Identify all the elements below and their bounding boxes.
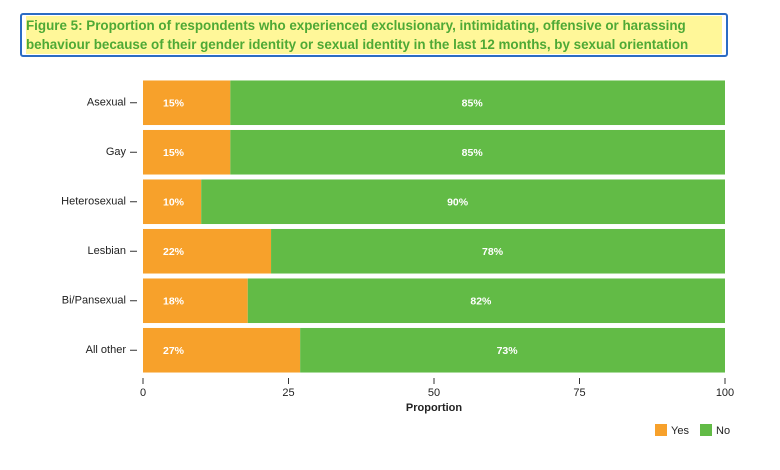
bar-segment (271, 228, 725, 274)
y-tick-label: Asexual (87, 97, 126, 109)
value-label: 90% (447, 197, 469, 209)
y-tick-label: Gay (106, 146, 127, 158)
value-label: 10% (163, 197, 185, 209)
bar-segment (230, 80, 726, 126)
bar-segment (143, 179, 202, 225)
x-tick-label: 75 (573, 387, 585, 399)
value-label: 85% (462, 147, 484, 159)
y-tick-label: Lesbian (87, 245, 126, 257)
bar-segment (201, 179, 725, 225)
bar-segment (230, 129, 726, 175)
bar-segment (143, 327, 301, 373)
legend-label: Yes (671, 425, 689, 437)
y-tick-label: All other (86, 344, 127, 356)
y-tick-label: Heterosexual (61, 196, 126, 208)
value-label: 27% (163, 345, 185, 357)
x-tick-label: 100 (716, 387, 734, 399)
value-label: 82% (470, 296, 492, 308)
bar-segment (143, 80, 231, 126)
value-label: 18% (163, 296, 185, 308)
y-tick-label: Bi/Pansexual (62, 295, 126, 307)
bar-segment (143, 129, 231, 175)
bar-segment (143, 278, 248, 324)
x-tick-label: 0 (140, 387, 146, 399)
bar-segment (143, 228, 272, 274)
x-axis-label: Proportion (406, 402, 462, 414)
legend-label: No (716, 425, 730, 437)
chart-title: Figure 5: Proportion of respondents who … (20, 13, 728, 57)
value-label: 22% (163, 246, 185, 258)
legend-swatch (655, 424, 667, 436)
x-tick-label: 25 (282, 387, 294, 399)
value-label: 73% (497, 345, 519, 357)
title-line: behaviour because of their gender identi… (26, 35, 722, 54)
bar-segment (247, 278, 725, 324)
bar-segment (300, 327, 725, 373)
x-tick-label: 50 (428, 387, 440, 399)
value-label: 85% (462, 98, 484, 110)
value-label: 15% (163, 147, 185, 159)
value-label: 78% (482, 246, 504, 258)
title-line: Figure 5: Proportion of respondents who … (26, 16, 722, 35)
legend-swatch (700, 424, 712, 436)
value-label: 15% (163, 98, 185, 110)
